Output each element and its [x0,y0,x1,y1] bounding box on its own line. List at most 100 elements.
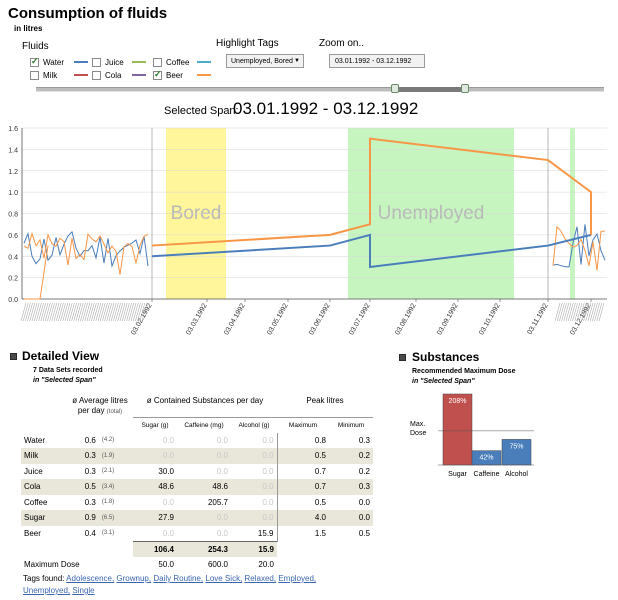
x-tick-label: 03.10.1992 [478,302,502,336]
tag-link[interactable]: Relaxed, [244,574,277,583]
row-sugar: 48.6 [133,479,177,495]
x-tick-label: 03.07.1992 [348,302,372,336]
row-caffeine: 0.0 [216,528,228,538]
min-col-header: Minimum [329,416,373,433]
row-avg: 0.5 [67,479,99,495]
range-slider-start-handle[interactable] [391,84,399,93]
compressed-tick [73,302,80,322]
compressed-tick [117,302,124,322]
compressed-tick [86,302,93,322]
row-min: 0.2 [358,466,370,476]
row-total: (6.5) [98,510,133,526]
detailed-view-table: ø Average litres per day (total) ø Conta… [21,396,373,572]
compressed-tick [75,302,82,322]
row-alcohol: 0.0 [231,448,278,464]
fluid-toggle-water[interactable]: Water [30,56,88,68]
checkbox-beer[interactable] [153,69,162,80]
row-name: Water [24,435,46,445]
x-tick-label: 03.05.1992 [266,302,290,336]
compressed-tick [596,302,603,322]
substances-header-text: ø Contained Substances per day [146,396,264,405]
row-avg: 0.6 [84,435,96,445]
fluid-label-beer: Beer [166,70,183,80]
fluid-toggle-milk[interactable]: Milk [30,69,88,81]
row-avg: 0.3 [67,448,99,464]
tag-link[interactable]: Adolescence, [66,574,115,583]
range-slider-end-handle[interactable] [461,84,469,93]
row-avg: 0.9 [67,510,99,526]
tag-link[interactable]: Love Sick, [205,574,243,583]
y-tick-label: 0.0 [8,297,18,304]
substances-subtitle: Recommended Maximum Dose in "Selected Sp… [412,367,515,387]
compressed-tick [102,302,108,322]
compressed-tick [49,302,55,322]
tag-link[interactable]: Unemployed, [23,586,71,595]
row-name: Sugar [21,510,67,526]
zoom-input[interactable]: 03.01.1992 - 03.12.1992 [329,54,425,68]
checkbox-water[interactable] [30,56,39,67]
data-sets-count: 7 Data Sets recorded [33,367,103,374]
fluid-toggle-cola[interactable]: Cola [92,69,146,81]
total-sugar: 106.4 [133,540,177,557]
avg-header-line2: per day (total) [70,406,130,417]
fluid-toggle-coffee[interactable]: Coffee [153,56,211,68]
legend-line-water [74,61,88,63]
fluid-toggle-juice[interactable]: Juice [92,56,146,68]
fluid-toggle-beer[interactable]: Beer [153,69,211,81]
row-max: 0.7 [277,479,329,495]
compressed-tick [583,302,589,322]
range-slider-track[interactable] [36,87,604,92]
checkbox-coffee[interactable] [153,57,162,67]
avg-header-perday: per day [77,406,105,415]
compressed-tick [572,302,578,322]
compressed-tick [137,302,143,322]
highlight-tags-select[interactable]: Unemployed, Bored ▼ [226,54,304,68]
tag-link[interactable]: Employed, [278,574,317,583]
compressed-tick [110,302,117,322]
selected-span-value: 03.01.1992 - 03.12.1992 [233,99,419,118]
compressed-tick [77,302,84,322]
compressed-tick [20,302,27,322]
row-total: (3.1) [101,530,115,537]
legend-line-beer [197,74,211,76]
unit-label: in litres [14,24,43,33]
alcohol-col-header: Alcohol (g) [231,416,277,433]
range-slider-selection[interactable] [395,87,465,92]
compressed-tick [69,302,75,322]
compressed-tick [106,302,113,322]
row-max: 0.8 [314,435,326,445]
checkbox-cola[interactable] [92,70,101,80]
compressed-tick [119,302,126,322]
max-dose-sugar: 50.0 [158,559,174,569]
row-alcohol: 0.0 [231,510,278,526]
bar-category-label: Alcohol [505,471,528,478]
compressed-tick [115,302,121,322]
tag-link[interactable]: Daily Routine, [153,574,204,583]
compressed-tick [592,302,598,322]
max-col-header: Maximum [277,416,329,433]
tag-link[interactable]: Grownup, [116,574,152,583]
row-caffeine: 0.0 [216,435,228,445]
table-row: Beer 0.4 (3.1) 0.0 0.0 15.9 1.5 0.5 [21,525,373,541]
checkbox-juice[interactable] [92,57,101,67]
compressed-tick [80,302,86,322]
compressed-tick [567,302,574,322]
row-sugar: 30.0 [158,466,174,476]
compressed-tick [71,302,77,322]
table-row: Cola 0.5 (3.4) 48.6 48.6 0.0 0.7 0.3 [21,479,373,495]
y-tick-label: 1.6 [8,126,18,133]
substances-title: Substances [412,350,480,364]
compressed-tick [60,302,66,322]
caffeine-col-header: Caffeine (mg) [177,416,231,433]
row-min: 0.3 [358,435,370,445]
table-row: Juice 0.3 (2.1) 30.0 0.0 0.0 0.7 0.2 [21,463,373,479]
tag-link[interactable]: Single [72,586,95,595]
compressed-tick [55,302,62,322]
checkbox-milk[interactable] [30,70,39,80]
fluids-heading: Fluids [22,41,49,52]
table-row: Milk 0.3 (1.9) 0.0 0.0 0.0 0.5 0.2 [21,448,373,464]
sugar-col-header: Sugar (g) [133,416,177,433]
y-tick-label: 1.0 [8,190,18,197]
panel-icon [399,354,406,361]
compressed-tick [36,302,42,322]
